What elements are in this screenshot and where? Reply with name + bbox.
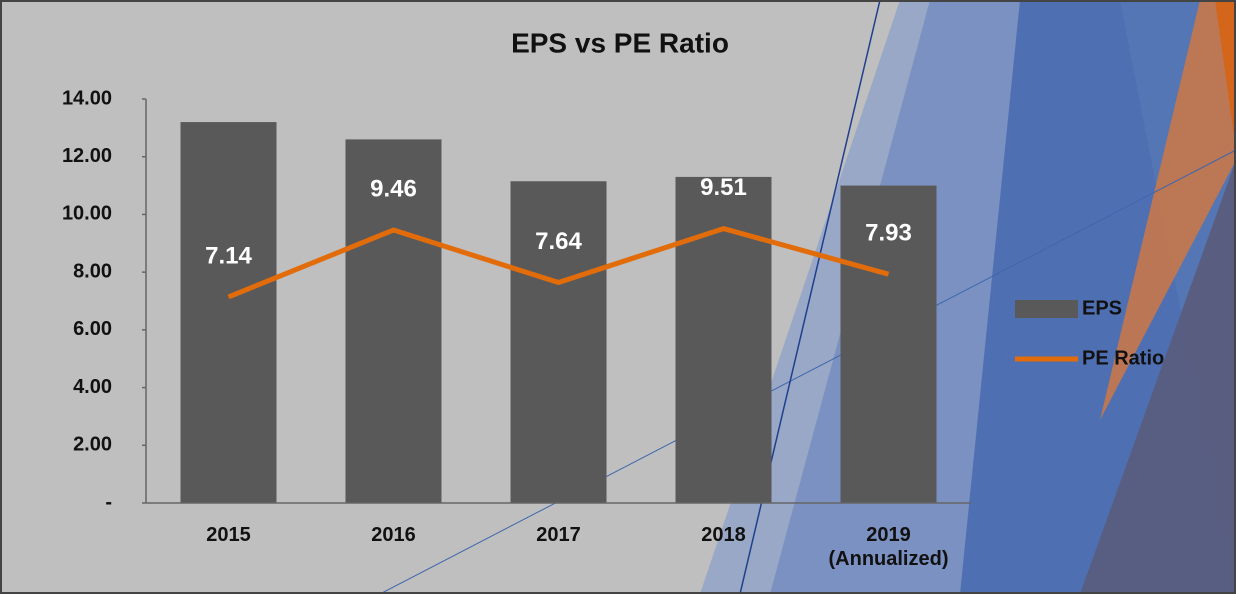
chart-title: EPS vs PE Ratio bbox=[511, 27, 729, 58]
y-tick-label: 10.00 bbox=[62, 203, 112, 225]
data-label: 9.51 bbox=[700, 174, 747, 201]
bar bbox=[840, 185, 937, 504]
x-tick-label: 2019 (Annualized) bbox=[828, 524, 949, 570]
data-label: 9.46 bbox=[370, 175, 417, 202]
bar bbox=[675, 176, 772, 503]
y-tick-label: 8.00 bbox=[73, 260, 112, 282]
x-tick-label: 2018 bbox=[701, 524, 746, 546]
decor bbox=[1215, 0, 1236, 150]
x-tick-label: 2015 bbox=[206, 524, 251, 546]
legend-label: PE Ratio bbox=[1082, 347, 1164, 369]
legend-swatch bbox=[1015, 300, 1078, 318]
bar bbox=[510, 181, 607, 503]
decor bbox=[379, 149, 1236, 594]
bar bbox=[180, 122, 277, 503]
decor bbox=[1100, 0, 1236, 420]
data-label: 7.14 bbox=[205, 242, 252, 269]
y-tick-label: - bbox=[105, 491, 112, 513]
x-tick-label: 2017 bbox=[536, 524, 581, 546]
y-tick-label: 4.00 bbox=[73, 376, 112, 398]
data-label: 7.64 bbox=[535, 228, 582, 255]
data-label: 7.93 bbox=[865, 220, 912, 247]
y-tick-label: 2.00 bbox=[73, 434, 112, 456]
decor bbox=[1080, 160, 1236, 594]
legend-label: EPS bbox=[1082, 297, 1122, 319]
y-tick-label: 6.00 bbox=[73, 318, 112, 340]
x-tick-label: 2016 bbox=[371, 524, 416, 546]
y-tick-label: 14.00 bbox=[62, 87, 112, 109]
line bbox=[227, 226, 890, 300]
y-tick-label: 12.00 bbox=[62, 145, 112, 167]
bar bbox=[345, 139, 442, 503]
